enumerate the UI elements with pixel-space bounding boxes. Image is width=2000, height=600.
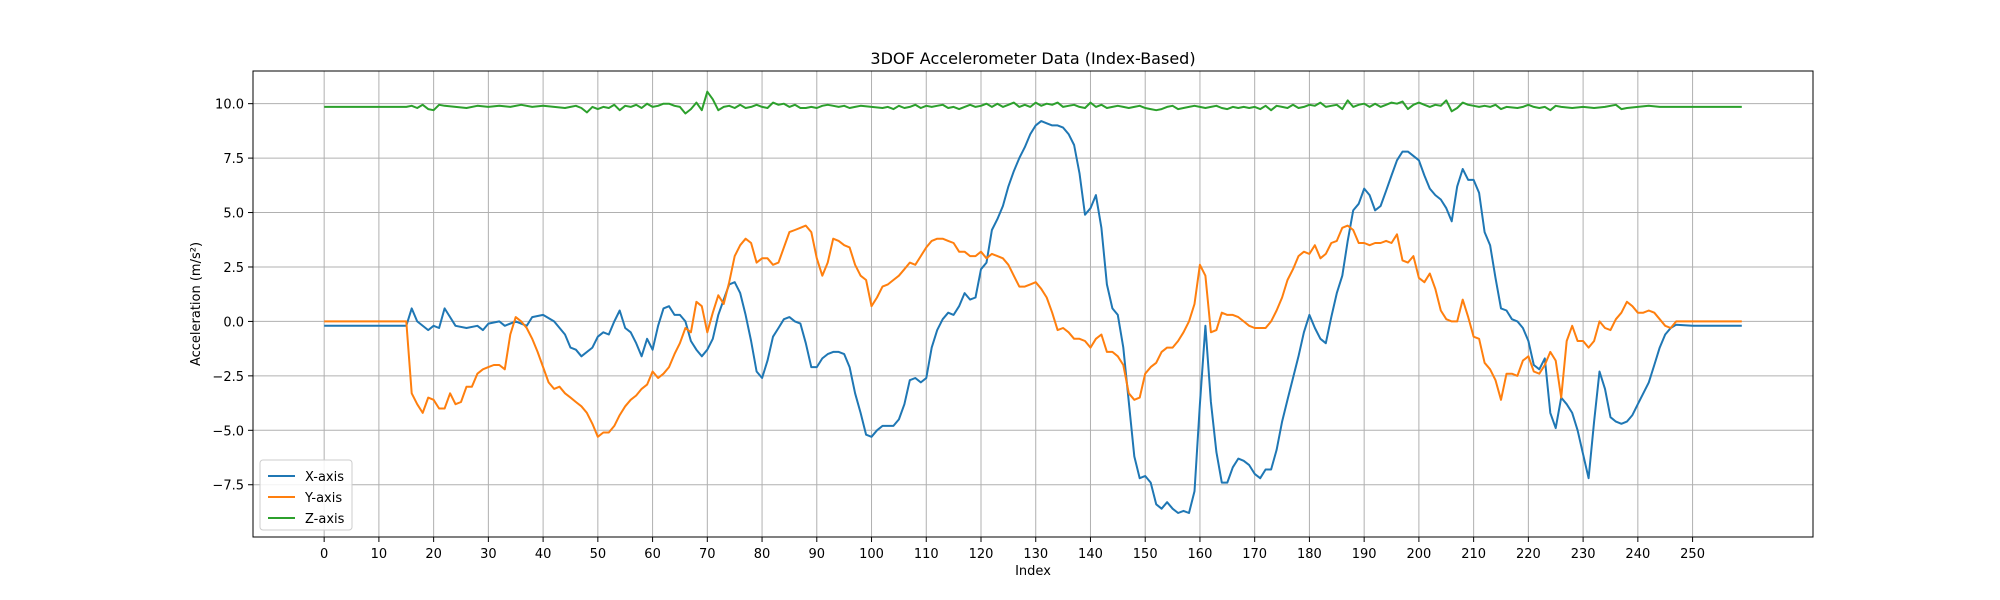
legend-label: Z-axis xyxy=(305,512,345,527)
y-tick-label: −5.0 xyxy=(212,424,244,439)
y-tick-label: 5.0 xyxy=(223,207,244,222)
x-tick-label: 150 xyxy=(1133,547,1158,562)
x-tick-label: 50 xyxy=(590,547,607,562)
x-tick-label: 70 xyxy=(699,547,716,562)
y-tick-label: 10.0 xyxy=(215,98,244,113)
series-line-y-axis xyxy=(324,224,1742,438)
x-tick-label: 130 xyxy=(1023,547,1048,562)
y-tick-label: 2.5 xyxy=(223,261,244,276)
x-tick-label: 90 xyxy=(809,547,826,562)
x-tick-label: 240 xyxy=(1625,547,1650,562)
x-axis-label: Index xyxy=(1015,564,1051,579)
x-tick-label: 180 xyxy=(1297,547,1322,562)
x-tick-label: 80 xyxy=(754,547,771,562)
y-tick-label: 0.0 xyxy=(223,315,244,330)
series-lines xyxy=(324,90,1742,514)
y-tick-label: 7.5 xyxy=(223,152,244,167)
series-line-z-axis xyxy=(324,90,1742,115)
x-tick-label: 190 xyxy=(1352,547,1377,562)
x-tick-label: 60 xyxy=(644,547,661,562)
legend-label: X-axis xyxy=(305,470,344,485)
x-tick-label: 160 xyxy=(1188,547,1213,562)
x-tick-label: 250 xyxy=(1680,547,1705,562)
x-tick-label: 210 xyxy=(1461,547,1486,562)
series-line-x-axis xyxy=(324,120,1742,514)
x-tick-label: 110 xyxy=(914,547,939,562)
x-tick-label: 20 xyxy=(425,547,442,562)
legend-box xyxy=(259,459,353,531)
y-axis-label: Acceleration (m/s²) xyxy=(189,242,204,366)
y-tick-label: −2.5 xyxy=(212,370,244,385)
x-tick-label: 10 xyxy=(371,547,388,562)
plot-frame xyxy=(252,70,1814,538)
x-tick-label: 140 xyxy=(1078,547,1103,562)
legend-label: Y-axis xyxy=(304,491,342,506)
x-tick-label: 0 xyxy=(320,547,328,562)
x-tick-label: 220 xyxy=(1516,547,1541,562)
x-tick-label: 30 xyxy=(480,547,497,562)
axis-ticks: 0 10 20 30 40 50 60 70 80 90 100 110 120 130 140 150 160… xyxy=(212,98,1705,562)
x-tick-label: 230 xyxy=(1571,547,1596,562)
x-tick-label: 170 xyxy=(1242,547,1267,562)
x-tick-label: 100 xyxy=(859,547,884,562)
y-tick-label: −7.5 xyxy=(212,479,244,494)
x-tick-label: 120 xyxy=(969,547,994,562)
chart-title: 3DOF Accelerometer Data (Index-Based) xyxy=(870,49,1195,68)
x-tick-label: 40 xyxy=(535,547,552,562)
legend: X-axis Y-axis Z-axis xyxy=(259,459,353,531)
x-tick-label: 200 xyxy=(1406,547,1431,562)
